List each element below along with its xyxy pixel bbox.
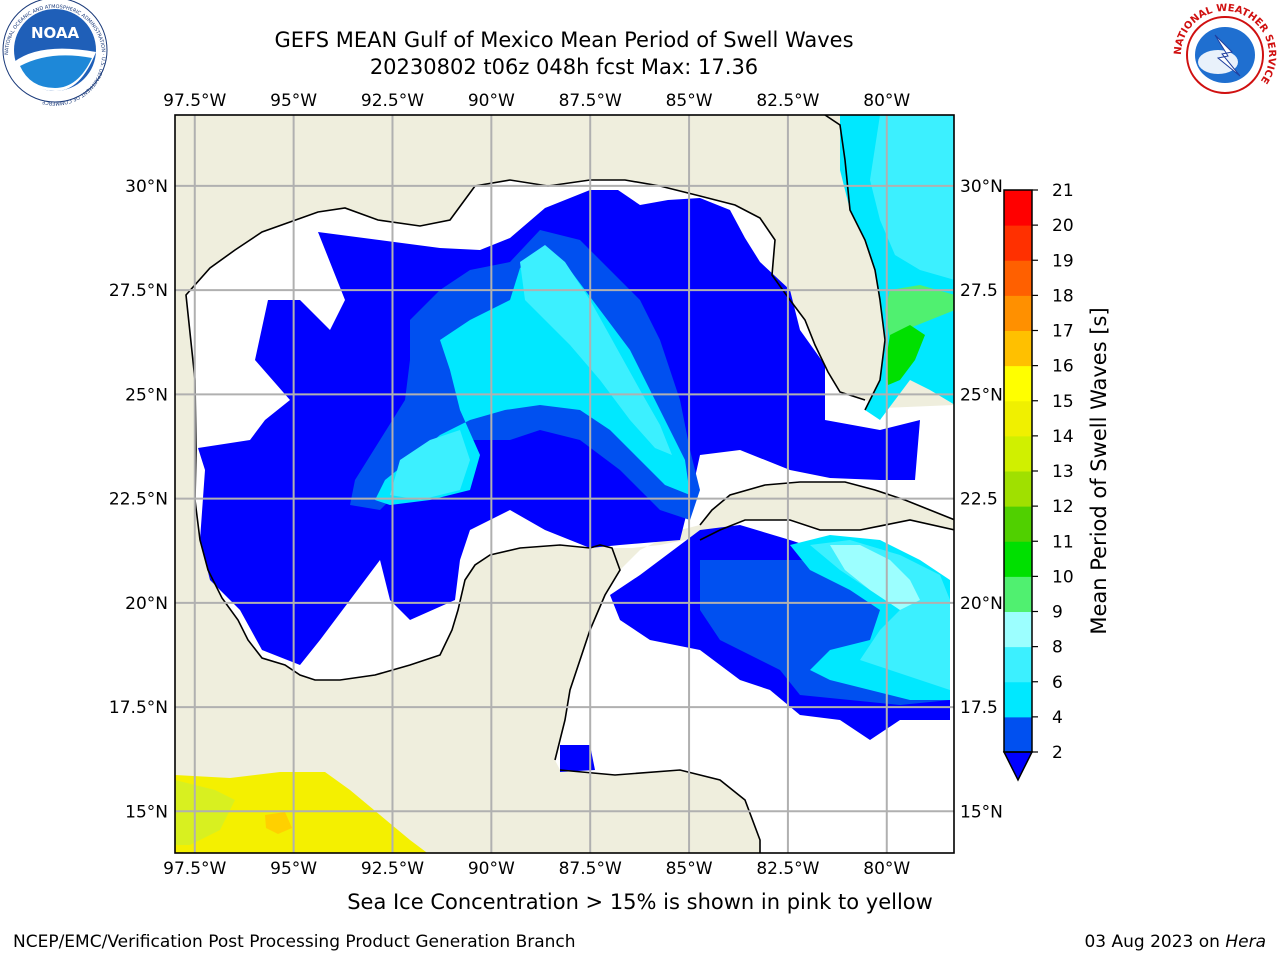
colorbar-tick-label: 19	[1052, 251, 1074, 271]
colorbar-tick-label: 10	[1052, 567, 1074, 587]
y-tick-label-left: 15°N	[125, 802, 168, 822]
colorbar-segment	[1004, 541, 1032, 577]
colorbar-tick-label: 17	[1052, 322, 1074, 342]
x-tick-label-top: 80°W	[863, 91, 910, 111]
x-tick-label-bottom: 90°W	[468, 859, 515, 879]
colorbar-tick-label: 13	[1052, 462, 1074, 482]
footer-date-text: 03 Aug 2023 on	[1084, 932, 1226, 952]
y-tick-label-right: 22.5	[960, 490, 998, 510]
colorbar-tick-label: 4	[1052, 708, 1063, 728]
colorbar: 2 4 6 8 9 10 11 12 13 14 15 16 17 18 19 20 21 Mean Period…	[1002, 181, 1111, 782]
coastlines	[185, 115, 954, 853]
colorbar-tick-label: 16	[1052, 357, 1074, 377]
colorbar-segment	[1004, 400, 1032, 437]
y-tick-label-right: 27.5	[960, 281, 998, 301]
swell-field-10-11	[886, 325, 925, 385]
sea-ice-field-spot	[265, 812, 292, 834]
colorbar-tick-label: 14	[1052, 427, 1074, 447]
colorbar-segment	[1004, 260, 1032, 296]
y-tick-label-right: 17.5	[960, 698, 998, 718]
colorbar-segment	[1004, 506, 1032, 542]
y-tick-label-right: 30°N	[960, 177, 1003, 197]
x-tick-label-bottom: 80°W	[863, 859, 910, 879]
chart-subtitle: 20230802 t06z 048h fcst Max: 17.36	[369, 55, 759, 79]
y-tick-label-right: 15°N	[960, 802, 1003, 822]
footer-host: Hera	[1225, 932, 1266, 952]
x-tick-label-top: 90°W	[468, 91, 515, 111]
x-tick-label-top: 92.5°W	[361, 91, 424, 111]
y-tick-label-left: 22.5°N	[109, 490, 168, 510]
swell-field-6-8-b	[390, 430, 470, 500]
noaa-logo: NOAA NATIONAL OCEANIC AND ATMOSPHERIC AD…	[2, 0, 108, 106]
colorbar-tick-label: 18	[1052, 286, 1074, 306]
colorbar-segment	[1004, 365, 1032, 402]
swell-field-8-9	[830, 545, 920, 610]
colorbar-label: Mean Period of Swell Waves [s]	[1087, 307, 1111, 634]
swell-field-6-8-atlantic	[870, 115, 954, 280]
colorbar-tick-label: 15	[1052, 392, 1074, 412]
y-tick-label-left: 25°N	[125, 385, 168, 405]
y-tick-label-right: 20°N	[960, 594, 1003, 614]
swell-field-9-10	[885, 285, 954, 340]
gridlines	[175, 115, 954, 853]
colorbar-tick-label: 9	[1052, 603, 1063, 623]
swell-field-6-8-caribbean	[810, 540, 950, 690]
x-tick-label-top: 85°W	[666, 91, 713, 111]
colorbar-segment	[1004, 225, 1032, 261]
colorbar-tick-label: 2	[1052, 743, 1063, 763]
x-tick-label-bottom: 82.5°W	[756, 859, 819, 879]
x-tick-label-bottom: 95°W	[270, 859, 317, 879]
x-tick-label-bottom: 92.5°W	[361, 859, 424, 879]
colorbar-segment	[1004, 576, 1032, 612]
chart-title: GEFS MEAN Gulf of Mexico Mean Period of …	[274, 28, 854, 52]
x-tick-label-top: 95°W	[270, 91, 317, 111]
x-tick-label-bottom: 87.5°W	[559, 859, 622, 879]
x-tick-label-top: 97.5°W	[163, 91, 226, 111]
colorbar-tick-label: 6	[1052, 673, 1063, 693]
sea-ice-field-inner	[175, 780, 235, 845]
map-frame	[174, 114, 955, 854]
x-tick-label-top: 82.5°W	[756, 91, 819, 111]
colorbar-segment	[1004, 471, 1032, 507]
x-tick-label-top: 87.5°W	[559, 91, 622, 111]
colorbar-segment	[1004, 295, 1032, 331]
y-tick-label-left: 27.5°N	[109, 281, 168, 301]
colorbar-segment	[1004, 716, 1032, 753]
colorbar-segment	[1004, 190, 1032, 226]
sea-ice-caption: Sea Ice Concentration > 15% is shown in …	[347, 890, 933, 914]
colorbar-tick-label: 12	[1052, 497, 1074, 517]
colorbar-tick-label: 8	[1052, 638, 1063, 658]
footer-credit: NCEP/EMC/Verification Post Processing Pr…	[13, 932, 576, 952]
noaa-logo-text: NOAA	[31, 24, 80, 42]
nws-logo: NATIONAL WEATHER SERVICE	[1173, 3, 1277, 107]
sea-ice-field	[175, 772, 428, 853]
colorbar-segment	[1004, 611, 1032, 648]
colorbar-segment	[1004, 330, 1032, 367]
x-tick-label-bottom: 97.5°W	[163, 859, 226, 879]
footer-date: 03 Aug 2023 on Hera	[1084, 932, 1266, 952]
y-tick-label-left: 17.5°N	[109, 698, 168, 718]
colorbar-tick-label: 21	[1052, 181, 1074, 201]
colorbar-tick-label: 20	[1052, 216, 1074, 236]
y-tick-label-left: 20°N	[125, 594, 168, 614]
colorbar-segment	[1004, 646, 1032, 683]
swell-field-under-yucatan-channel	[560, 745, 595, 772]
tick-labels: 97.5°W 97.5°W 95°W 95°W 92.5°W 92.5°W 90°W 90°W…	[109, 91, 1003, 879]
colorbar-segment	[1004, 435, 1032, 472]
map-area	[175, 115, 954, 853]
y-tick-label-left: 30°N	[125, 177, 168, 197]
colorbar-segment	[1004, 681, 1032, 718]
y-tick-label-right: 25°N	[960, 385, 1003, 405]
colorbar-extend-triangle	[1002, 751, 1034, 782]
swell-field-6-8	[520, 245, 672, 455]
x-tick-label-bottom: 85°W	[666, 859, 713, 879]
colorbar-tick-label: 11	[1052, 532, 1074, 552]
